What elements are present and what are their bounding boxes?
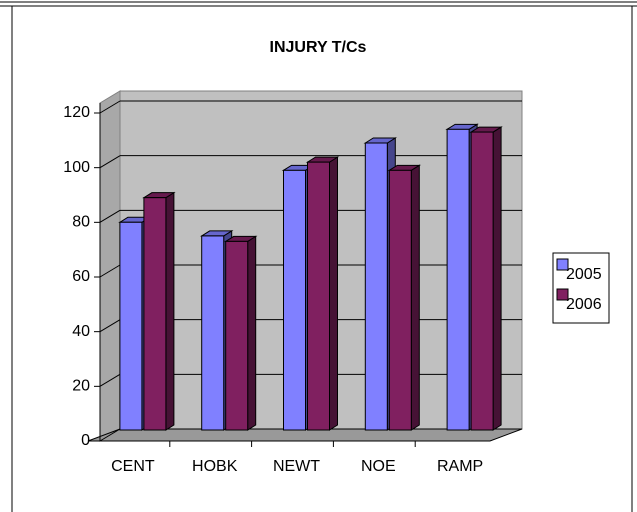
grid-line xyxy=(99,155,121,169)
y-tick-label: 60 xyxy=(72,268,90,285)
side-wall xyxy=(99,90,121,442)
legend-label: 2005 xyxy=(566,266,602,283)
grid-line xyxy=(99,100,121,114)
y-tick-label: 120 xyxy=(63,104,90,121)
bar xyxy=(225,240,249,431)
bar-side xyxy=(410,164,420,431)
bar xyxy=(364,142,388,431)
bar-side xyxy=(247,235,257,431)
bar xyxy=(388,169,412,431)
bar xyxy=(307,161,330,431)
bar xyxy=(470,131,494,431)
bar xyxy=(446,128,470,431)
bar xyxy=(201,235,225,431)
grid-line xyxy=(99,209,121,223)
y-tick-label: 0 xyxy=(81,432,90,449)
bar-side xyxy=(165,191,175,431)
y-tick-label: 80 xyxy=(72,214,90,231)
x-tick-label: CENT xyxy=(111,458,155,475)
grid-line xyxy=(99,428,121,442)
bar xyxy=(143,197,167,431)
x-tick-label: RAMP xyxy=(437,458,483,475)
legend-swatch xyxy=(556,288,569,301)
grid-line xyxy=(99,319,121,333)
x-tick-label: NOE xyxy=(361,458,396,475)
bar-side xyxy=(492,126,502,431)
chart-title: INJURY T/Cs xyxy=(270,39,367,56)
x-tick-label: HOBK xyxy=(192,458,238,475)
y-tick-label: 20 xyxy=(72,378,90,395)
grid-line xyxy=(99,264,121,278)
bar xyxy=(119,221,143,431)
y-tick-label: 100 xyxy=(63,159,90,176)
legend-swatch xyxy=(556,258,569,271)
x-tick-label: NEWT xyxy=(273,458,320,475)
legend-label: 2006 xyxy=(566,296,602,313)
bar-side xyxy=(329,156,338,431)
y-tick-label: 40 xyxy=(72,323,90,340)
bar xyxy=(283,169,306,431)
grid-line xyxy=(99,373,121,387)
